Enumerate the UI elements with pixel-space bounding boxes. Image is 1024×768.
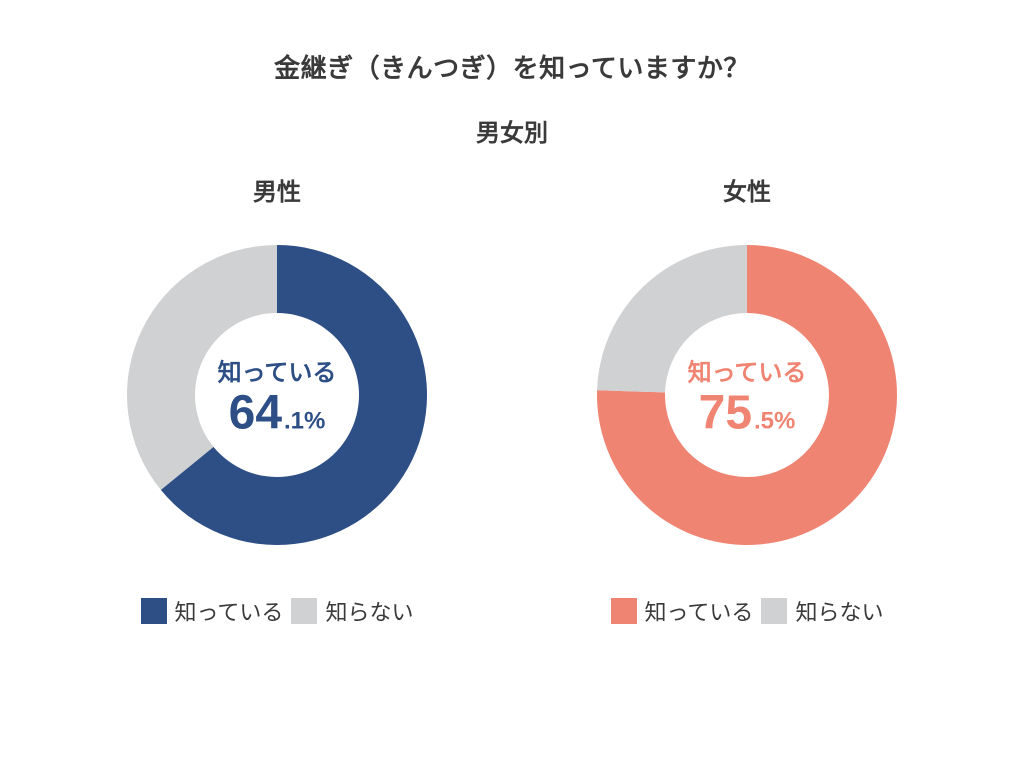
chart-heading-female: 女性 <box>723 172 771 207</box>
donut-male: 知っている 64 .1% <box>107 225 447 565</box>
page-subtitle: 男女別 <box>476 113 548 148</box>
legend-label: 知っている <box>175 595 284 627</box>
legend-label: 知らない <box>325 595 413 627</box>
center-big-male: 64 <box>229 390 282 438</box>
donut-center-female: 知っている 75 .5% <box>688 353 807 438</box>
charts-row: 男性 知っている 64 .1% 知っている 知らない <box>0 172 1024 627</box>
center-value-female: 75 .5% <box>688 390 807 438</box>
center-big-female: 75 <box>699 390 752 438</box>
chart-female: 女性 知っている 75 .5% 知っている 知らない <box>577 172 917 627</box>
center-text-male: 知っている <box>218 353 337 388</box>
center-text-female: 知っている <box>688 353 807 388</box>
donut-female: 知っている 75 .5% <box>577 225 917 565</box>
legend-female: 知っている 知らない <box>611 595 884 627</box>
chart-male: 男性 知っている 64 .1% 知っている 知らない <box>107 172 447 627</box>
legend-label: 知っている <box>645 595 754 627</box>
legend-item: 知らない <box>761 595 883 627</box>
page-title: 金継ぎ（きんつぎ）を知っていますか？ <box>274 48 750 85</box>
center-small-male: .1% <box>284 408 325 436</box>
swatch-icon <box>611 598 637 624</box>
center-value-male: 64 .1% <box>218 390 337 438</box>
legend-label: 知らない <box>795 595 883 627</box>
swatch-icon <box>141 598 167 624</box>
swatch-icon <box>291 598 317 624</box>
page-container: 金継ぎ（きんつぎ）を知っていますか？ 男女別 男性 知っている 64 .1% 知… <box>0 0 1024 768</box>
legend-male: 知っている 知らない <box>141 595 414 627</box>
center-small-female: .5% <box>754 408 795 436</box>
chart-heading-male: 男性 <box>253 172 301 207</box>
donut-center-male: 知っている 64 .1% <box>218 353 337 438</box>
swatch-icon <box>761 598 787 624</box>
legend-item: 知っている <box>611 595 754 627</box>
legend-item: 知らない <box>291 595 413 627</box>
legend-item: 知っている <box>141 595 284 627</box>
